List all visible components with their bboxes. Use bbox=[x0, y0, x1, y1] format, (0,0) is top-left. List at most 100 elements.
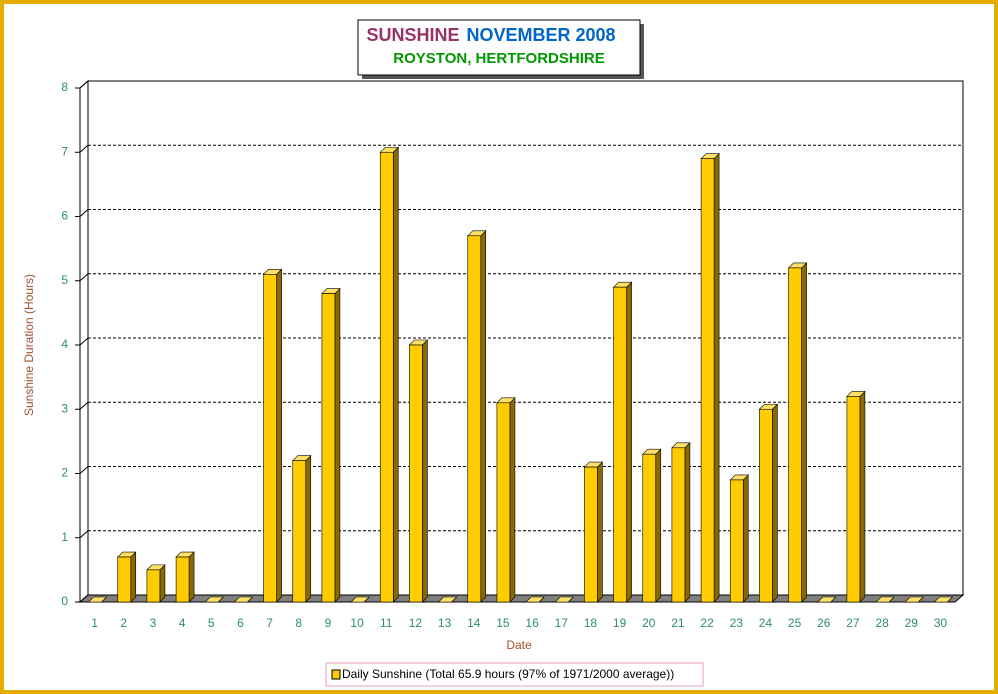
bar bbox=[409, 344, 423, 603]
bar bbox=[700, 158, 715, 603]
bar-top bbox=[87, 596, 108, 603]
y-tick-label: 6 bbox=[61, 209, 68, 223]
x-tick-label: 9 bbox=[325, 616, 332, 630]
x-tick-label: 6 bbox=[237, 616, 244, 630]
bar bbox=[584, 466, 598, 603]
x-tick-label: 4 bbox=[179, 616, 186, 630]
bar bbox=[671, 447, 686, 603]
bar-top bbox=[525, 596, 545, 603]
x-tick-label: 27 bbox=[846, 616, 860, 630]
bar bbox=[263, 274, 277, 603]
bar bbox=[175, 556, 190, 603]
bar-top bbox=[233, 596, 254, 603]
bar bbox=[496, 402, 511, 603]
bar bbox=[613, 286, 627, 603]
bar bbox=[146, 569, 161, 603]
x-tick-label: 11 bbox=[380, 616, 393, 630]
bar bbox=[292, 460, 307, 603]
grid-line bbox=[79, 209, 89, 217]
x-tick-label: 26 bbox=[817, 616, 831, 630]
bar-side bbox=[509, 397, 516, 603]
y-tick-label: 1 bbox=[61, 530, 68, 544]
x-tick-label: 30 bbox=[934, 616, 948, 630]
bar-side bbox=[305, 454, 312, 603]
bar bbox=[642, 453, 657, 603]
legend-label: Daily Sunshine (Total 65.9 hours (97% of… bbox=[342, 667, 674, 681]
y-tick-label: 4 bbox=[61, 337, 68, 351]
bar-top bbox=[904, 596, 924, 603]
y-tick-label: 2 bbox=[61, 466, 68, 480]
grid-line bbox=[79, 466, 89, 474]
bar-side bbox=[159, 564, 166, 603]
x-tick-label: 14 bbox=[467, 616, 481, 630]
grid-line bbox=[79, 530, 89, 539]
x-tick-label: 1 bbox=[91, 616, 98, 630]
bar-side bbox=[422, 339, 428, 603]
x-tick-label: 10 bbox=[350, 616, 364, 630]
x-tick-label: 13 bbox=[438, 616, 452, 630]
x-tick-label: 22 bbox=[700, 616, 714, 630]
y-tick-label: 5 bbox=[61, 273, 68, 287]
bar-side bbox=[626, 281, 632, 603]
bar-side bbox=[130, 551, 137, 603]
x-tick-label: 18 bbox=[584, 616, 598, 630]
bar bbox=[729, 479, 744, 603]
grid-line bbox=[79, 273, 89, 282]
bar-side bbox=[772, 403, 778, 603]
title-box bbox=[357, 19, 641, 76]
x-tick-label: 3 bbox=[150, 616, 157, 630]
bar-side bbox=[392, 146, 399, 603]
bar-side bbox=[334, 287, 341, 603]
x-tick-label: 5 bbox=[208, 616, 215, 630]
bar-side bbox=[742, 474, 749, 603]
bar-side bbox=[859, 390, 866, 603]
x-tick-label: 19 bbox=[613, 616, 627, 630]
x-tick-label: 25 bbox=[788, 616, 802, 630]
y-tick-label: 8 bbox=[61, 80, 68, 94]
y-tick-label: 3 bbox=[61, 401, 68, 415]
x-tick-label: 28 bbox=[875, 616, 889, 630]
x-tick-label: 2 bbox=[120, 616, 127, 630]
x-tick-label: 21 bbox=[671, 616, 685, 630]
bar-top bbox=[204, 596, 224, 603]
bar bbox=[846, 396, 861, 603]
x-tick-label: 12 bbox=[409, 616, 423, 630]
x-axis-title: Date bbox=[506, 638, 532, 652]
bar-side bbox=[480, 230, 487, 603]
bar-top bbox=[933, 596, 954, 603]
x-tick-label: 20 bbox=[642, 616, 656, 630]
bar bbox=[467, 235, 482, 603]
bar-top bbox=[554, 596, 574, 603]
bar bbox=[379, 151, 394, 603]
x-tick-label: 29 bbox=[905, 616, 919, 630]
bar-top bbox=[437, 596, 458, 603]
bar-side bbox=[188, 551, 195, 603]
legend-box bbox=[325, 662, 704, 687]
chart-subtitle: ROYSTON, HERTFORDSHIRE bbox=[393, 50, 604, 67]
bar-top bbox=[817, 596, 837, 603]
grid-line bbox=[79, 337, 89, 346]
bar-side bbox=[276, 268, 282, 603]
grid-line bbox=[79, 401, 89, 410]
y-tick-label: 0 bbox=[61, 594, 68, 608]
y-tick-label: 7 bbox=[61, 144, 68, 158]
bar bbox=[759, 408, 773, 603]
x-tick-label: 16 bbox=[525, 616, 539, 630]
bar bbox=[321, 293, 336, 603]
x-tick-label: 24 bbox=[759, 616, 773, 630]
bar-top bbox=[350, 596, 370, 603]
y-axis-title: Sunshine Duration (Hours) bbox=[22, 274, 36, 416]
bar-side bbox=[597, 461, 603, 603]
bar-side bbox=[655, 448, 662, 603]
bar-side bbox=[801, 262, 807, 603]
bar-side bbox=[684, 442, 691, 603]
legend-swatch bbox=[331, 669, 341, 680]
x-tick-label: 17 bbox=[555, 616, 569, 630]
bar-top bbox=[875, 596, 895, 603]
x-tick-label: 15 bbox=[496, 616, 510, 630]
x-tick-label: 23 bbox=[730, 616, 744, 630]
chart-title: SUNSHINE bbox=[366, 25, 459, 45]
bar bbox=[788, 267, 802, 603]
